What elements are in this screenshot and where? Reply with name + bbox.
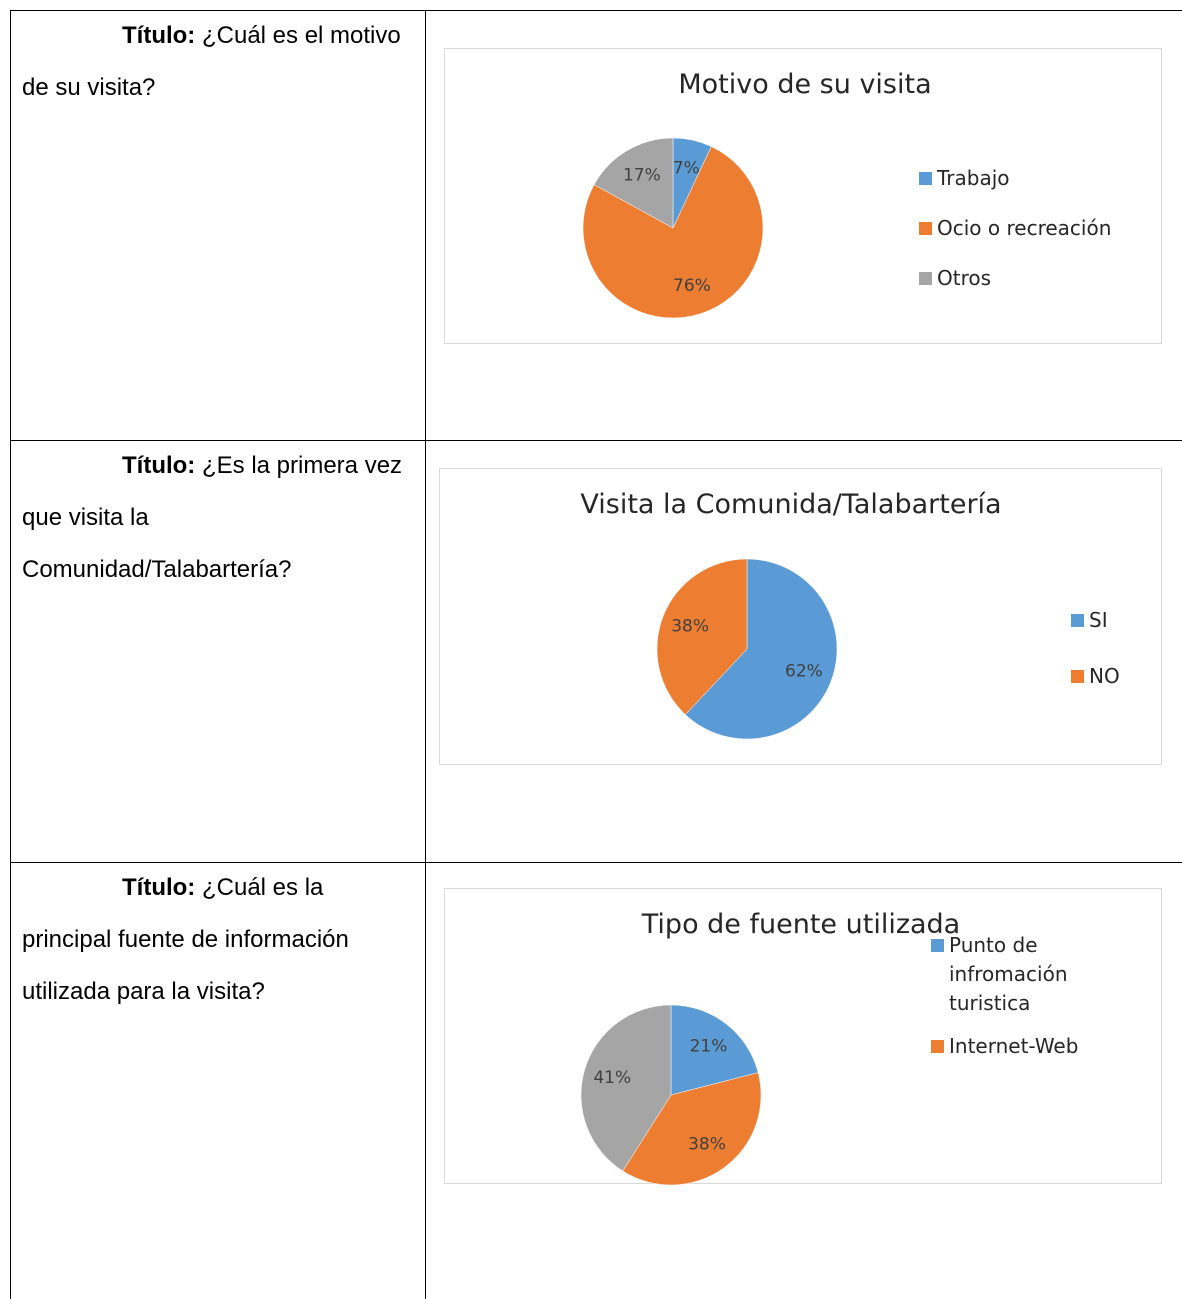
pie-slice: [685, 558, 838, 740]
legend-swatch: [931, 939, 944, 952]
legend-label: Ocio o recreación: [937, 216, 1112, 240]
question: ¿Cuál es el motivo de su visita?: [22, 22, 401, 101]
legend-label: NO: [1089, 664, 1120, 688]
pie-slice: [593, 137, 674, 229]
label: Título:: [122, 452, 196, 479]
column-divider: [425, 10, 426, 1299]
data-label: 76%: [673, 276, 711, 296]
chart-box: 21% 38% 41% Tipo de fuente utilizada Punto d…: [444, 888, 1162, 1185]
chart-box: 7% 76% 17% Motivo de su visita Trabajo Ocio o…: [444, 48, 1162, 344]
legend-item: Trabajo: [919, 164, 1159, 193]
data-label: 41%: [593, 1068, 631, 1088]
pie-slice: [582, 146, 764, 319]
question: ¿Cuál es la principal fuente de informac…: [22, 874, 349, 1005]
legend-item: NO: [1071, 662, 1161, 691]
question-cell: Título: ¿Es la primera vez que visita la…: [22, 440, 414, 596]
chart-box: 62% 38% Visita la Comunida/Talabartería SI N…: [439, 468, 1162, 765]
chart-title: Tipo de fuente utilizada: [641, 909, 961, 940]
legend-item: Otros: [919, 264, 1159, 293]
label: Título:: [122, 874, 196, 901]
legend-label: Otros: [937, 266, 992, 290]
legend: SI NO: [1071, 606, 1161, 718]
legend: Trabajo Ocio o recreación Otros: [919, 164, 1159, 314]
legend-item: Punto de infromación turistica: [931, 931, 1091, 1018]
legend-label: SI: [1089, 608, 1108, 632]
pie-slice: [670, 1004, 759, 1096]
table-left-border: [10, 10, 11, 1299]
pie-chart: 21% 38% 41%: [580, 1004, 762, 1185]
legend-item: SI: [1071, 606, 1161, 635]
row-divider: [10, 862, 1182, 863]
chart-title: Motivo de su visita: [678, 69, 932, 100]
pie-chart: 7% 76% 17%: [582, 137, 764, 319]
pie-slice: [622, 1072, 762, 1185]
data-label: 7%: [673, 158, 700, 178]
legend-swatch: [919, 172, 932, 185]
question: ¿Es la primera vez que visita la Comunid…: [22, 452, 403, 583]
legend-swatch: [1071, 670, 1084, 683]
legend-label: Internet-Web: [949, 1034, 1079, 1058]
legend-swatch: [919, 272, 932, 285]
data-label: 62%: [785, 662, 823, 682]
question-cell: Título: ¿Cuál es la principal fuente de …: [22, 862, 414, 1018]
legend-label: Trabajo: [937, 166, 1010, 190]
data-label: 38%: [671, 616, 709, 636]
data-label: 17%: [623, 165, 661, 185]
row-divider: [10, 440, 1182, 441]
table-top-border: [10, 10, 1182, 11]
question-cell: Título: ¿Cuál es el motivo de su visita?: [22, 10, 414, 114]
legend-swatch: [931, 1040, 944, 1053]
pie-chart: 62% 38%: [656, 558, 838, 740]
label: Título:: [122, 22, 196, 49]
pie-slice: [580, 1004, 672, 1172]
legend-swatch: [1071, 614, 1084, 627]
legend: Punto de infromación turistica Internet-W…: [931, 931, 1091, 1075]
legend-item: Ocio o recreación: [919, 214, 1159, 243]
data-label: 38%: [688, 1135, 726, 1155]
legend-label: Punto de infromación turistica: [949, 933, 1068, 1015]
legend-item: Internet-Web: [931, 1032, 1091, 1061]
chart-title: Visita la Comunida/Talabartería: [580, 489, 1002, 520]
data-label: 21%: [690, 1037, 728, 1057]
pie-slice: [656, 558, 748, 715]
legend-swatch: [919, 222, 932, 235]
